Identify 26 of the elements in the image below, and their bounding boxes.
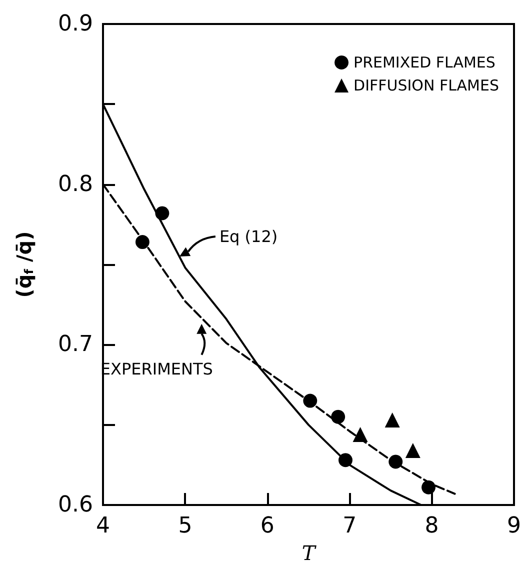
legend-label: DIFFUSION FLAMES <box>354 76 500 94</box>
y-tick-label: 0.7 <box>58 332 93 358</box>
x-tick-label: 9 <box>507 514 521 538</box>
point <box>405 442 420 458</box>
annotation: EXPERIMENTS <box>100 359 213 378</box>
point <box>422 480 436 494</box>
point <box>352 426 368 442</box>
point <box>155 206 170 220</box>
y-tick-label: 0.8 <box>58 172 93 197</box>
point <box>135 235 150 250</box>
x-tick-label: 5 <box>178 514 192 538</box>
x-tick-label: 4 <box>96 514 110 538</box>
point <box>331 410 346 424</box>
y-tick-label: 0.6 <box>58 492 93 518</box>
legend-label: PREMIXED FLAMES <box>354 54 496 72</box>
x-tick-label: 7 <box>342 514 357 538</box>
x-axis-title: T <box>302 541 317 565</box>
y-axis-title: (q̄f /q̄) <box>12 231 36 298</box>
point <box>303 394 318 408</box>
x-tick-label: 6 <box>260 514 274 538</box>
point <box>388 454 403 469</box>
x-tick-label: 8 <box>424 514 439 538</box>
y-tick-label: 0.9 <box>58 12 93 36</box>
point <box>338 453 352 468</box>
annotation: Eq (12) <box>219 226 278 246</box>
point <box>384 412 400 428</box>
